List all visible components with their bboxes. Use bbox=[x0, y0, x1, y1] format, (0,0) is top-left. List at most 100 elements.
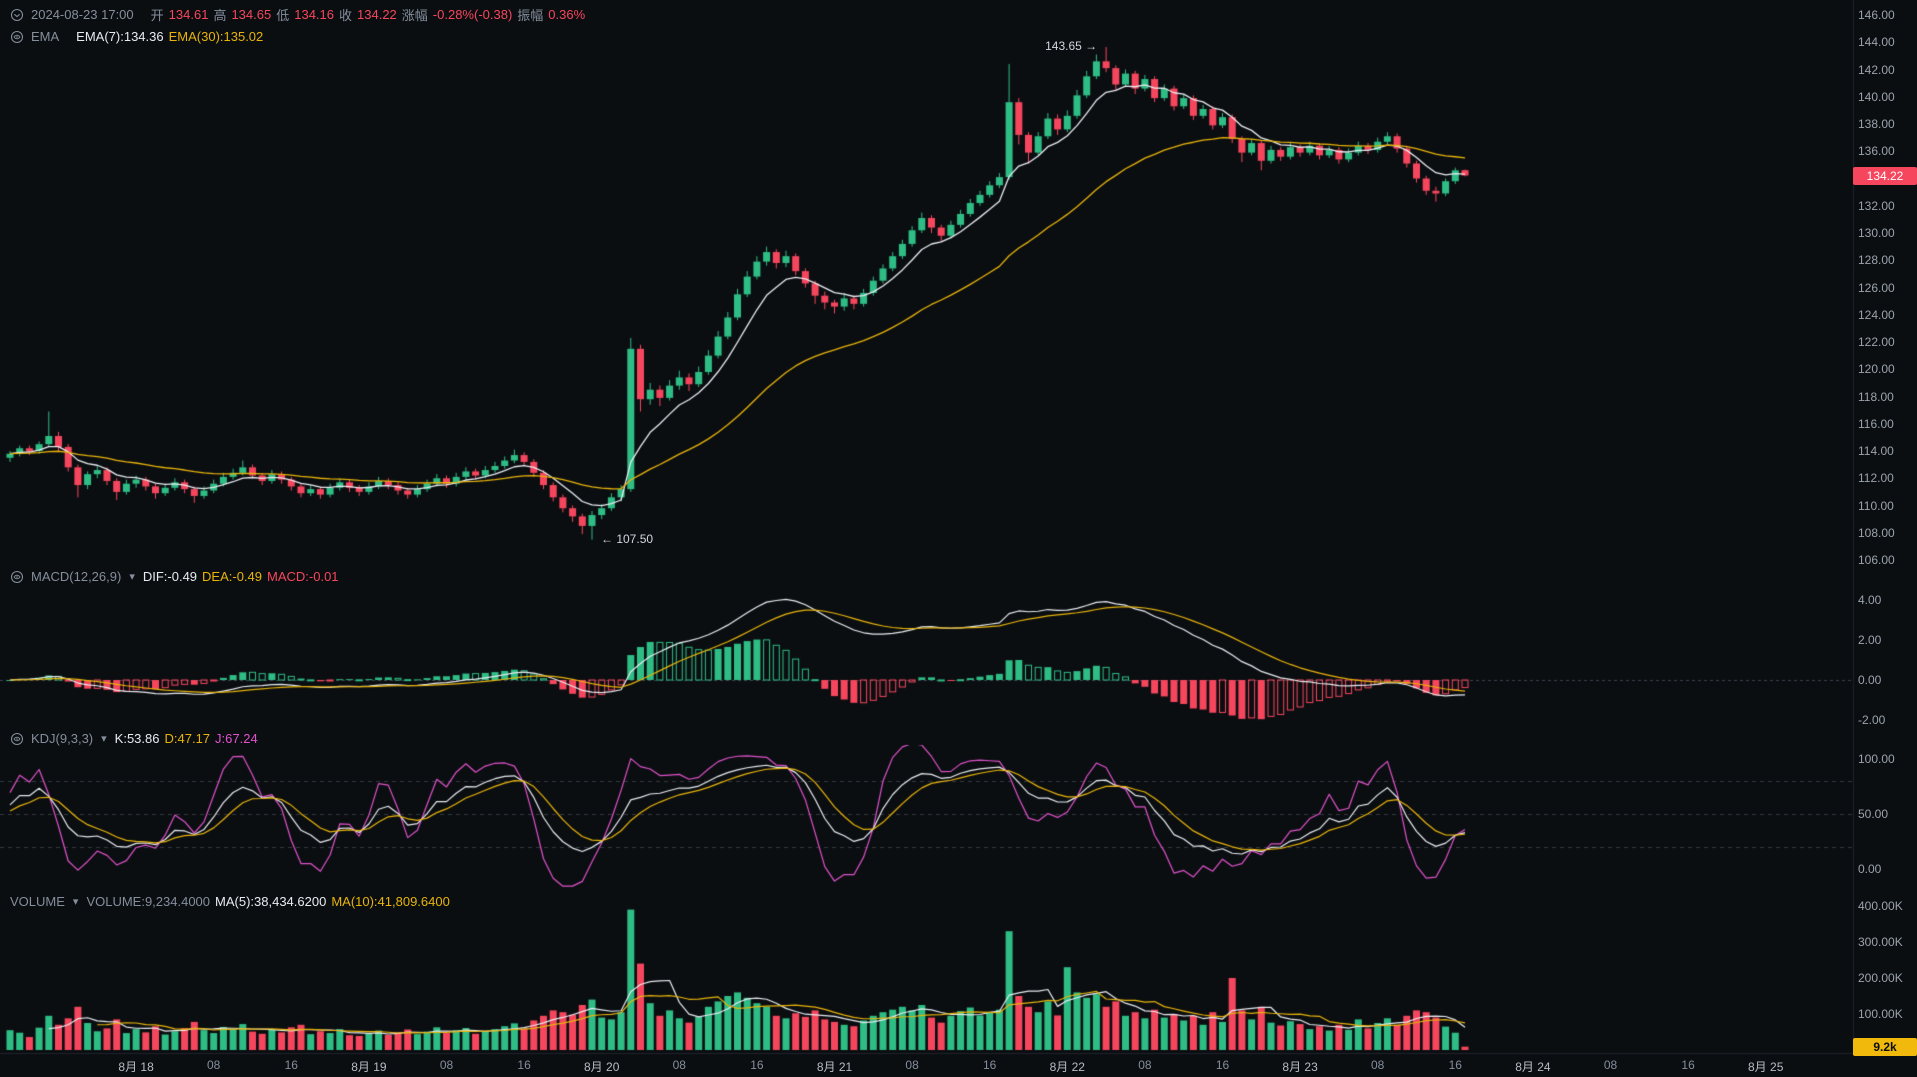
candle-datetime: 2024-08-23 17:00 bbox=[31, 7, 134, 22]
close-label: 收 bbox=[339, 8, 353, 23]
open-label: 开 bbox=[150, 8, 164, 23]
time-tick: 08 bbox=[439, 1058, 454, 1072]
time-tick: 08 bbox=[1138, 1058, 1152, 1072]
axis-tick: 142.00 bbox=[1858, 62, 1895, 77]
time-tick: 8月 19 bbox=[351, 1060, 387, 1074]
change-value: -0.28%(-0.38) bbox=[432, 7, 513, 22]
last-price-badge: 134.22 bbox=[1853, 166, 1917, 185]
ema-title[interactable]: EMA bbox=[31, 29, 60, 44]
ema-legend: EMA EMA(7):134.36 EMA(30):135.02 bbox=[10, 29, 263, 44]
amplitude-value: 0.36% bbox=[548, 7, 586, 22]
ema7-value: EMA(7):134.36 bbox=[76, 29, 164, 44]
axis-tick: 50.00 bbox=[1858, 807, 1889, 821]
axis-tick: 112.00 bbox=[1858, 471, 1894, 486]
time-tick: 16 bbox=[983, 1058, 997, 1072]
volume-legend: VOLUME ▾ VOLUME:9,234.4000 MA(5):38,434.… bbox=[10, 894, 450, 909]
axis-tick: 106.00 bbox=[1858, 553, 1895, 567]
price-axis[interactable]: 146.00144.00142.00140.00138.00136.00134.… bbox=[1858, 0, 1916, 1053]
axis-tick: 130.00 bbox=[1858, 226, 1895, 240]
axis-tick: 128.00 bbox=[1858, 253, 1895, 268]
chevron-down-icon[interactable]: ▾ bbox=[129, 571, 135, 583]
ema30-value: EMA(30):135.02 bbox=[168, 29, 264, 44]
axis-tick: 0.00 bbox=[1858, 862, 1882, 876]
time-tick: 08 bbox=[207, 1058, 221, 1072]
axis-tick: 2.00 bbox=[1858, 633, 1882, 647]
volume-value: VOLUME:9,234.4000 bbox=[86, 894, 211, 909]
time-tick: 16 bbox=[284, 1058, 298, 1072]
vol-ma10-value: MA(10):41,809.6400 bbox=[331, 894, 450, 909]
axis-tick: 108.00 bbox=[1858, 525, 1895, 540]
low-annotation: ← 107.50 bbox=[601, 531, 654, 546]
axis-tick: 136.00 bbox=[1858, 144, 1895, 159]
axis-tick: 0.00 bbox=[1858, 673, 1882, 687]
low-value: 134.16 bbox=[294, 7, 334, 22]
d-value: D:47.17 bbox=[164, 731, 211, 746]
amplitude-label: 振幅 bbox=[517, 8, 544, 23]
axis-tick: 100.00 bbox=[1858, 752, 1895, 766]
axis-tick: 114.00 bbox=[1858, 444, 1894, 458]
high-label: 高 bbox=[213, 8, 227, 23]
k-value: K:53.86 bbox=[114, 731, 160, 746]
volume-title[interactable]: VOLUME bbox=[10, 894, 65, 909]
axis-tick: 140.00 bbox=[1858, 89, 1895, 104]
time-tick: 08 bbox=[672, 1058, 686, 1072]
kdj-title[interactable]: KDJ(9,3,3) bbox=[31, 731, 94, 746]
axis-tick: 116.00 bbox=[1858, 416, 1894, 431]
axis-tick: 138.00 bbox=[1858, 117, 1895, 131]
axis-tick: 118.00 bbox=[1858, 389, 1894, 404]
time-tick: 8月 23 bbox=[1282, 1060, 1318, 1074]
chevron-down-icon[interactable]: ▾ bbox=[72, 896, 79, 908]
open-value: 134.61 bbox=[168, 7, 209, 22]
eye-icon[interactable] bbox=[10, 570, 24, 584]
time-tick: 8月 20 bbox=[584, 1060, 620, 1074]
time-tick: 8月 25 bbox=[1748, 1060, 1784, 1074]
time-tick: 16 bbox=[1448, 1058, 1462, 1072]
time-tick: 16 bbox=[750, 1058, 764, 1072]
axis-tick: 200.00K bbox=[1858, 971, 1903, 985]
time-tick: 16 bbox=[517, 1058, 531, 1072]
high-annotation: 143.65 → bbox=[1045, 39, 1098, 54]
time-tick: 8月 21 bbox=[816, 1060, 853, 1074]
macd-legend: MACD(12,26,9) ▾ DIF:-0.49 DEA:-0.49 MACD… bbox=[10, 569, 339, 584]
axis-tick: 100.00K bbox=[1858, 1007, 1903, 1021]
axis-tick: 400.00K bbox=[1858, 899, 1903, 913]
close-value: 134.22 bbox=[357, 7, 397, 22]
time-tick: 8月 18 bbox=[118, 1060, 154, 1074]
dea-value: DEA:-0.49 bbox=[202, 569, 263, 584]
dif-value: DIF:-0.49 bbox=[142, 569, 198, 584]
kdj-legend: KDJ(9,3,3) ▾ K:53.86 D:47.17 J:67.24 bbox=[10, 731, 258, 746]
ohlc-legend: 2024-08-23 17:00 开 134.61 高 134.65 低 134… bbox=[10, 5, 585, 24]
axis-tick: 122.00 bbox=[1858, 335, 1895, 349]
time-tick: 08 bbox=[905, 1058, 919, 1072]
j-value: J:67.24 bbox=[215, 731, 258, 746]
axis-tick: 124.00 bbox=[1858, 307, 1895, 322]
panel-collapse-icon[interactable] bbox=[10, 8, 24, 22]
time-tick: 08 bbox=[1603, 1058, 1618, 1072]
axis-tick: 110.00 bbox=[1858, 498, 1894, 513]
time-tick: 8月 24 bbox=[1515, 1060, 1551, 1074]
time-tick: 16 bbox=[1215, 1058, 1230, 1072]
low-label: 低 bbox=[276, 8, 290, 23]
time-tick: 8月 22 bbox=[1049, 1060, 1085, 1074]
time-tick: 16 bbox=[1681, 1058, 1695, 1072]
last-volume-badge: 9.2k bbox=[1853, 1037, 1917, 1056]
axis-tick: 126.00 bbox=[1858, 280, 1895, 295]
axis-tick: 144.00 bbox=[1858, 35, 1895, 50]
axis-tick: 4.00 bbox=[1858, 593, 1882, 607]
chevron-down-icon[interactable]: ▾ bbox=[101, 733, 107, 745]
axis-tick: 300.00K bbox=[1858, 935, 1903, 949]
axis-tick: 132.00 bbox=[1858, 198, 1895, 213]
time-axis[interactable]: 8月 18 08 16 8月 19 08 16 8月 20 08 16 8月 21 08 16 8月 2… bbox=[0, 1058, 1853, 1077]
axis-tick: 146.00 bbox=[1858, 8, 1895, 22]
high-value: 134.65 bbox=[231, 7, 272, 22]
axis-tick: -2.00 bbox=[1858, 713, 1886, 727]
change-label: 涨幅 bbox=[401, 8, 428, 23]
time-tick: 08 bbox=[1371, 1058, 1385, 1072]
eye-icon[interactable] bbox=[10, 732, 24, 746]
vol-ma5-value: MA(5):38,434.6200 bbox=[215, 894, 327, 909]
axis-tick: 120.00 bbox=[1858, 362, 1895, 377]
eye-icon[interactable] bbox=[10, 30, 24, 44]
macd-title[interactable]: MACD(12,26,9) bbox=[31, 569, 122, 584]
